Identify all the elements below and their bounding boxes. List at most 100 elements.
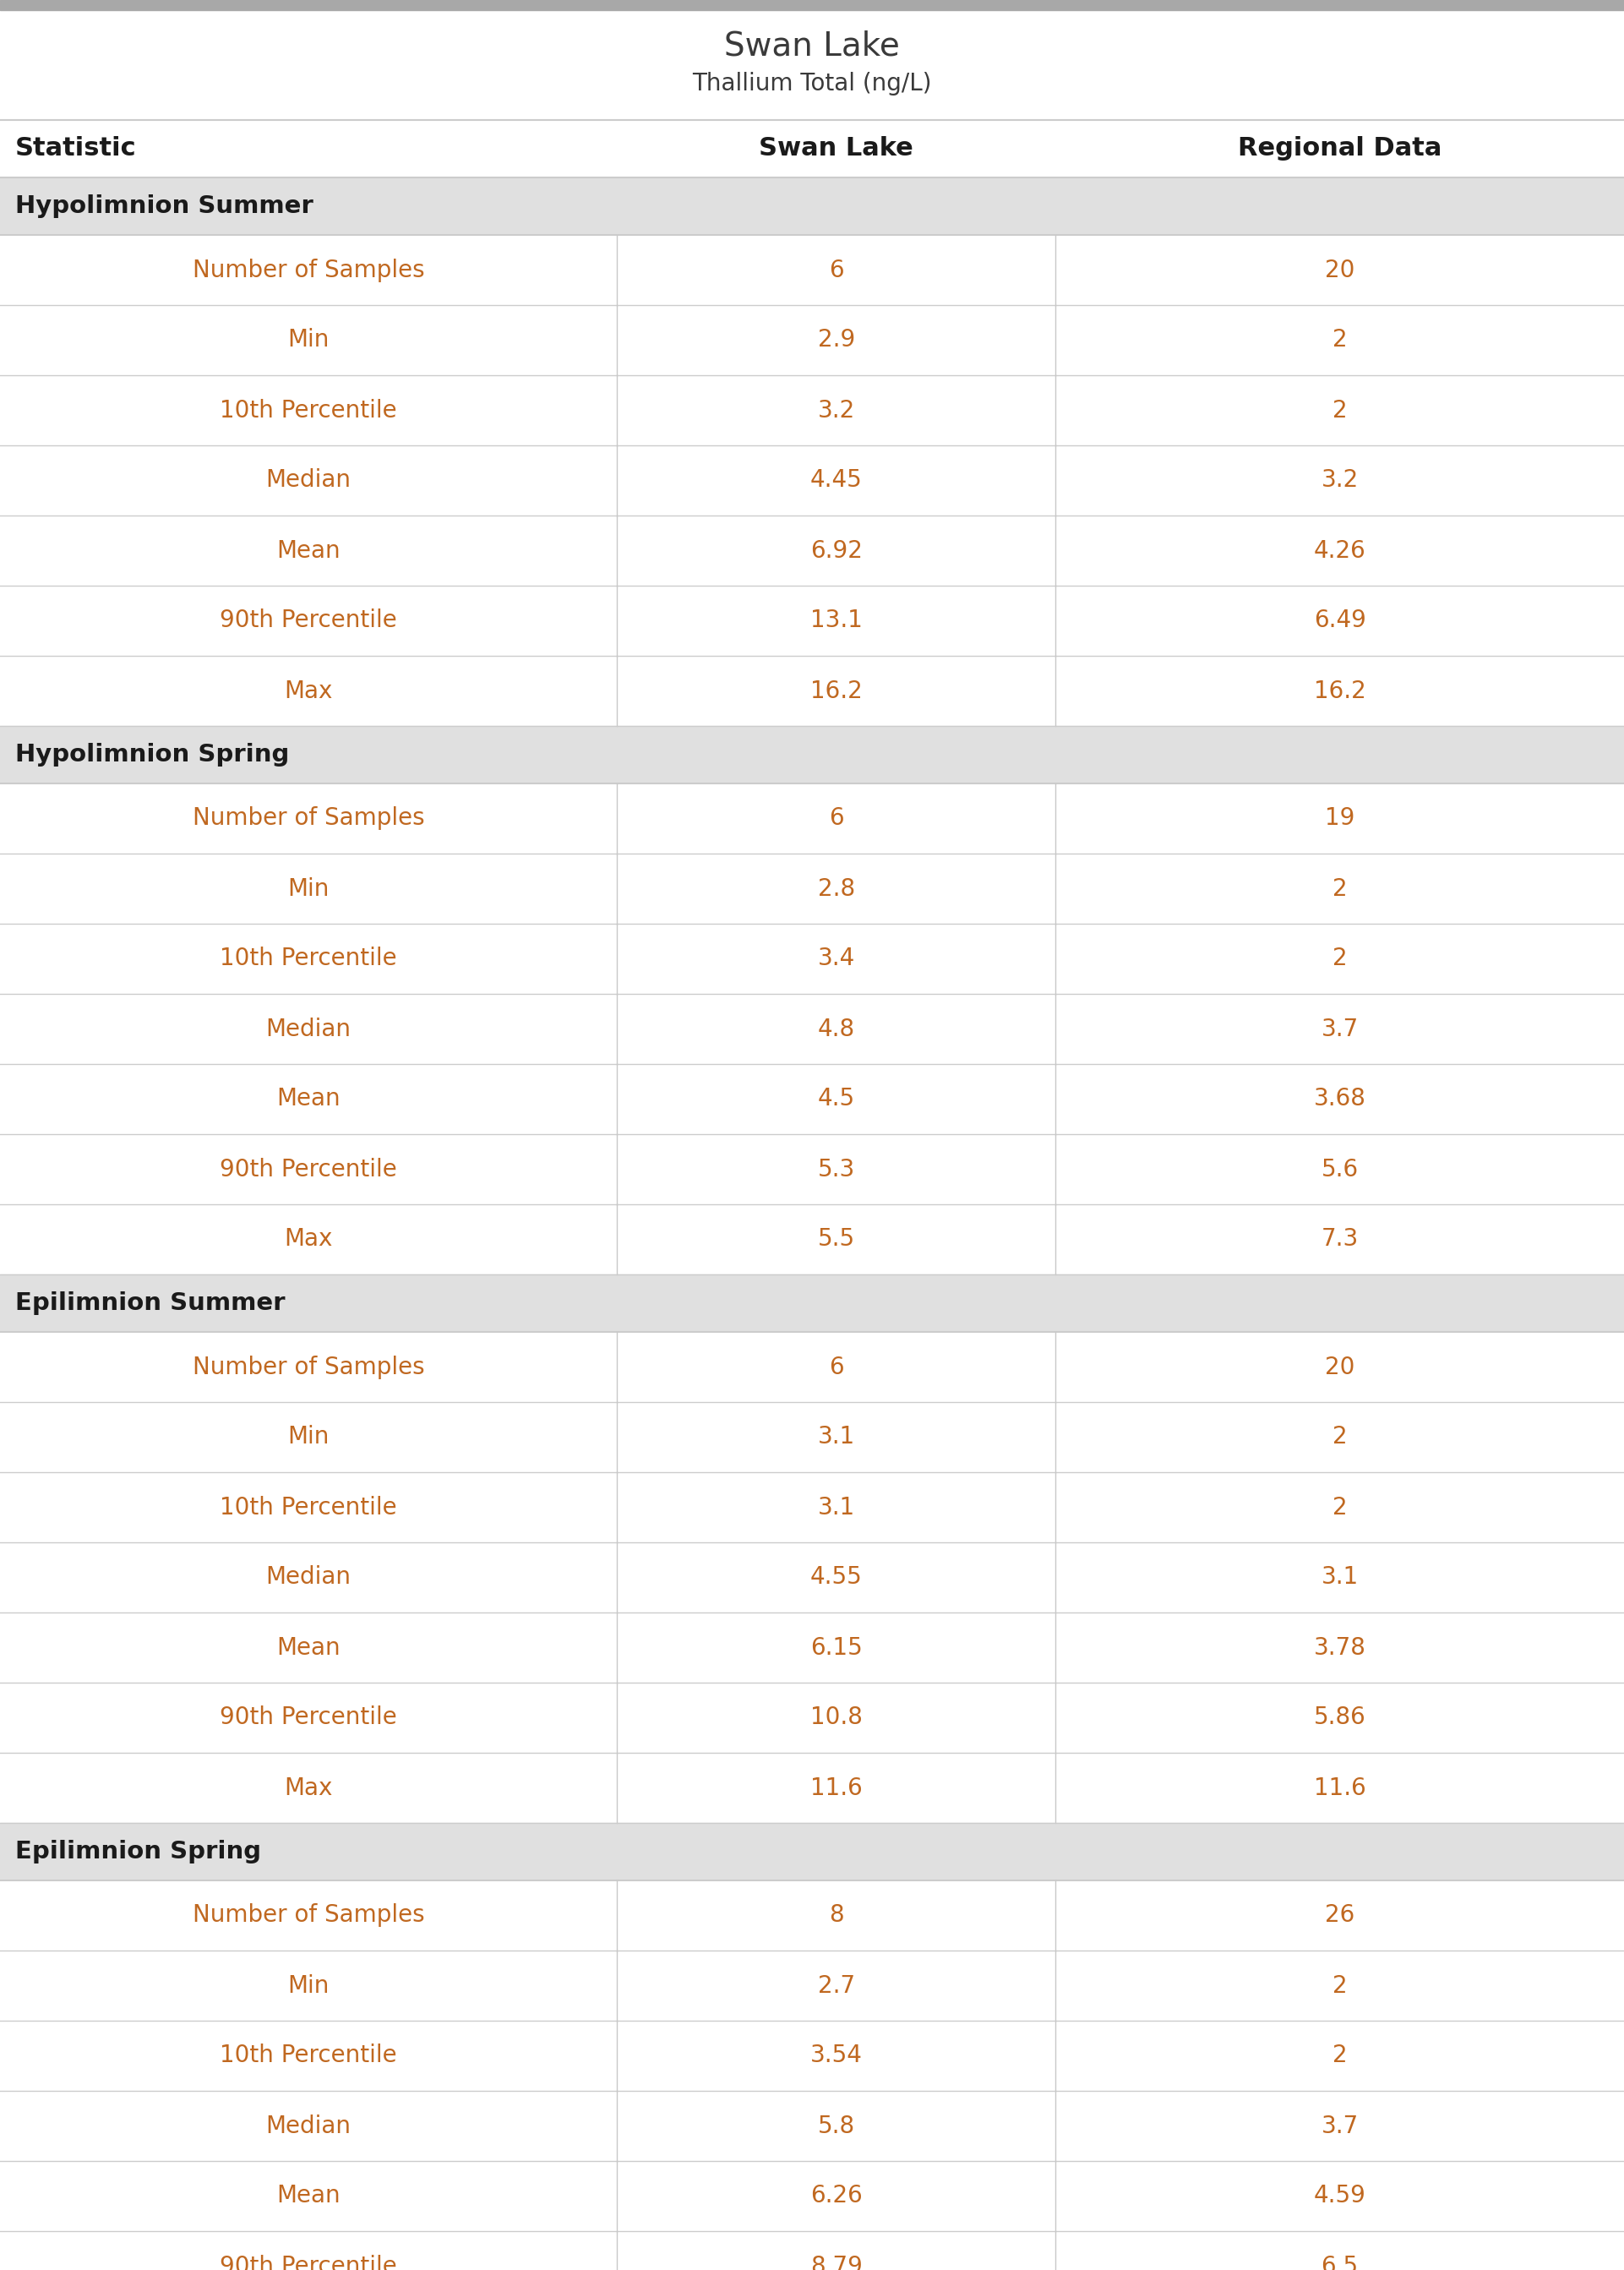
Bar	[0, 586, 1624, 656]
Bar	[0, 375, 1624, 445]
Text: 5.8: 5.8	[818, 2113, 854, 2138]
Text: 10th Percentile: 10th Percentile	[219, 1496, 398, 1519]
Bar	[0, 177, 1624, 234]
Text: 3.2: 3.2	[1320, 468, 1359, 493]
Text: 2: 2	[1332, 400, 1348, 422]
Text: Mean: Mean	[276, 2184, 341, 2209]
Text: 6.5: 6.5	[1322, 2254, 1358, 2270]
Bar	[0, 2020, 1624, 2091]
Text: Max: Max	[284, 1228, 333, 1251]
Text: Max: Max	[284, 679, 333, 704]
Text: 6.49: 6.49	[1314, 608, 1366, 633]
Text: 6.26: 6.26	[810, 2184, 862, 2209]
Text: Hypolimnion Summer: Hypolimnion Summer	[15, 195, 313, 218]
Text: 10th Percentile: 10th Percentile	[219, 400, 398, 422]
Text: 4.55: 4.55	[810, 1566, 862, 1589]
Bar	[0, 924, 1624, 994]
Text: Number of Samples: Number of Samples	[193, 259, 424, 281]
Text: 90th Percentile: 90th Percentile	[219, 2254, 398, 2270]
Bar	[0, 1273, 1624, 1332]
Text: 3.7: 3.7	[1320, 2113, 1359, 2138]
Text: 3.78: 3.78	[1314, 1637, 1366, 1659]
Bar	[0, 1823, 1624, 1880]
Bar	[0, 1065, 1624, 1135]
Text: Median: Median	[266, 1566, 351, 1589]
Text: 6.15: 6.15	[810, 1637, 862, 1659]
Text: 2: 2	[1332, 876, 1348, 901]
Text: 3.1: 3.1	[817, 1496, 856, 1519]
Text: 2: 2	[1332, 947, 1348, 972]
Bar	[0, 9, 1624, 120]
Bar	[0, 656, 1624, 726]
Text: 4.26: 4.26	[1314, 538, 1366, 563]
Text: 2: 2	[1332, 1496, 1348, 1519]
Text: 2: 2	[1332, 2043, 1348, 2068]
Bar	[0, 0, 1624, 9]
Bar	[0, 2091, 1624, 2161]
Bar	[0, 2161, 1624, 2231]
Text: Swan Lake: Swan Lake	[724, 30, 900, 64]
Bar	[0, 1880, 1624, 1950]
Bar	[0, 994, 1624, 1065]
Bar	[0, 1403, 1624, 1473]
Text: 5.5: 5.5	[818, 1228, 854, 1251]
Text: Min: Min	[287, 876, 330, 901]
Text: Median: Median	[266, 468, 351, 493]
Text: 3.54: 3.54	[810, 2043, 862, 2068]
Text: Max: Max	[284, 1775, 333, 1800]
Text: 8.79: 8.79	[810, 2254, 862, 2270]
Text: Number of Samples: Number of Samples	[193, 1355, 424, 1378]
Text: 20: 20	[1325, 259, 1354, 281]
Text: 10th Percentile: 10th Percentile	[219, 947, 398, 972]
Text: 3.68: 3.68	[1314, 1087, 1366, 1110]
Text: Thallium Total (ng/L): Thallium Total (ng/L)	[692, 73, 932, 95]
Text: 5.3: 5.3	[817, 1158, 856, 1180]
Text: 7.3: 7.3	[1320, 1228, 1359, 1251]
Bar	[0, 1473, 1624, 1541]
Bar	[0, 1752, 1624, 1823]
Text: Number of Samples: Number of Samples	[193, 806, 424, 831]
Text: 4.59: 4.59	[1314, 2184, 1366, 2209]
Text: 3.7: 3.7	[1320, 1017, 1359, 1040]
Bar	[0, 1682, 1624, 1752]
Text: 26: 26	[1325, 1905, 1354, 1927]
Text: 2: 2	[1332, 1426, 1348, 1448]
Text: 20: 20	[1325, 1355, 1354, 1378]
Bar	[0, 234, 1624, 304]
Text: Mean: Mean	[276, 1637, 341, 1659]
Text: 5.6: 5.6	[1322, 1158, 1358, 1180]
Text: 2.9: 2.9	[817, 329, 856, 352]
Text: 2: 2	[1332, 329, 1348, 352]
Text: 11.6: 11.6	[1314, 1775, 1366, 1800]
Bar	[0, 1950, 1624, 2020]
Bar	[0, 1332, 1624, 1403]
Text: 3.1: 3.1	[1320, 1566, 1359, 1589]
Bar	[0, 2231, 1624, 2270]
Text: 6: 6	[828, 259, 844, 281]
Text: 90th Percentile: 90th Percentile	[219, 1705, 398, 1730]
Text: 13.1: 13.1	[810, 608, 862, 633]
Text: 6: 6	[828, 1355, 844, 1378]
Text: 6: 6	[828, 806, 844, 831]
Text: 3.2: 3.2	[817, 400, 856, 422]
Text: Swan Lake: Swan Lake	[758, 136, 914, 161]
Bar	[0, 783, 1624, 854]
Bar	[0, 1541, 1624, 1612]
Bar	[0, 1135, 1624, 1205]
Text: 4.5: 4.5	[818, 1087, 854, 1110]
Text: 6.92: 6.92	[810, 538, 862, 563]
Text: Regional Data: Regional Data	[1237, 136, 1442, 161]
Text: 16.2: 16.2	[1314, 679, 1366, 704]
Text: Min: Min	[287, 1426, 330, 1448]
Bar	[0, 1205, 1624, 1273]
Text: 10.8: 10.8	[810, 1705, 862, 1730]
Bar	[0, 304, 1624, 375]
Text: 10th Percentile: 10th Percentile	[219, 2043, 398, 2068]
Text: 19: 19	[1325, 806, 1354, 831]
Text: Min: Min	[287, 1975, 330, 1998]
Bar	[0, 854, 1624, 924]
Bar	[0, 120, 1624, 177]
Bar	[0, 726, 1624, 783]
Bar	[0, 1612, 1624, 1682]
Text: 8: 8	[828, 1905, 844, 1927]
